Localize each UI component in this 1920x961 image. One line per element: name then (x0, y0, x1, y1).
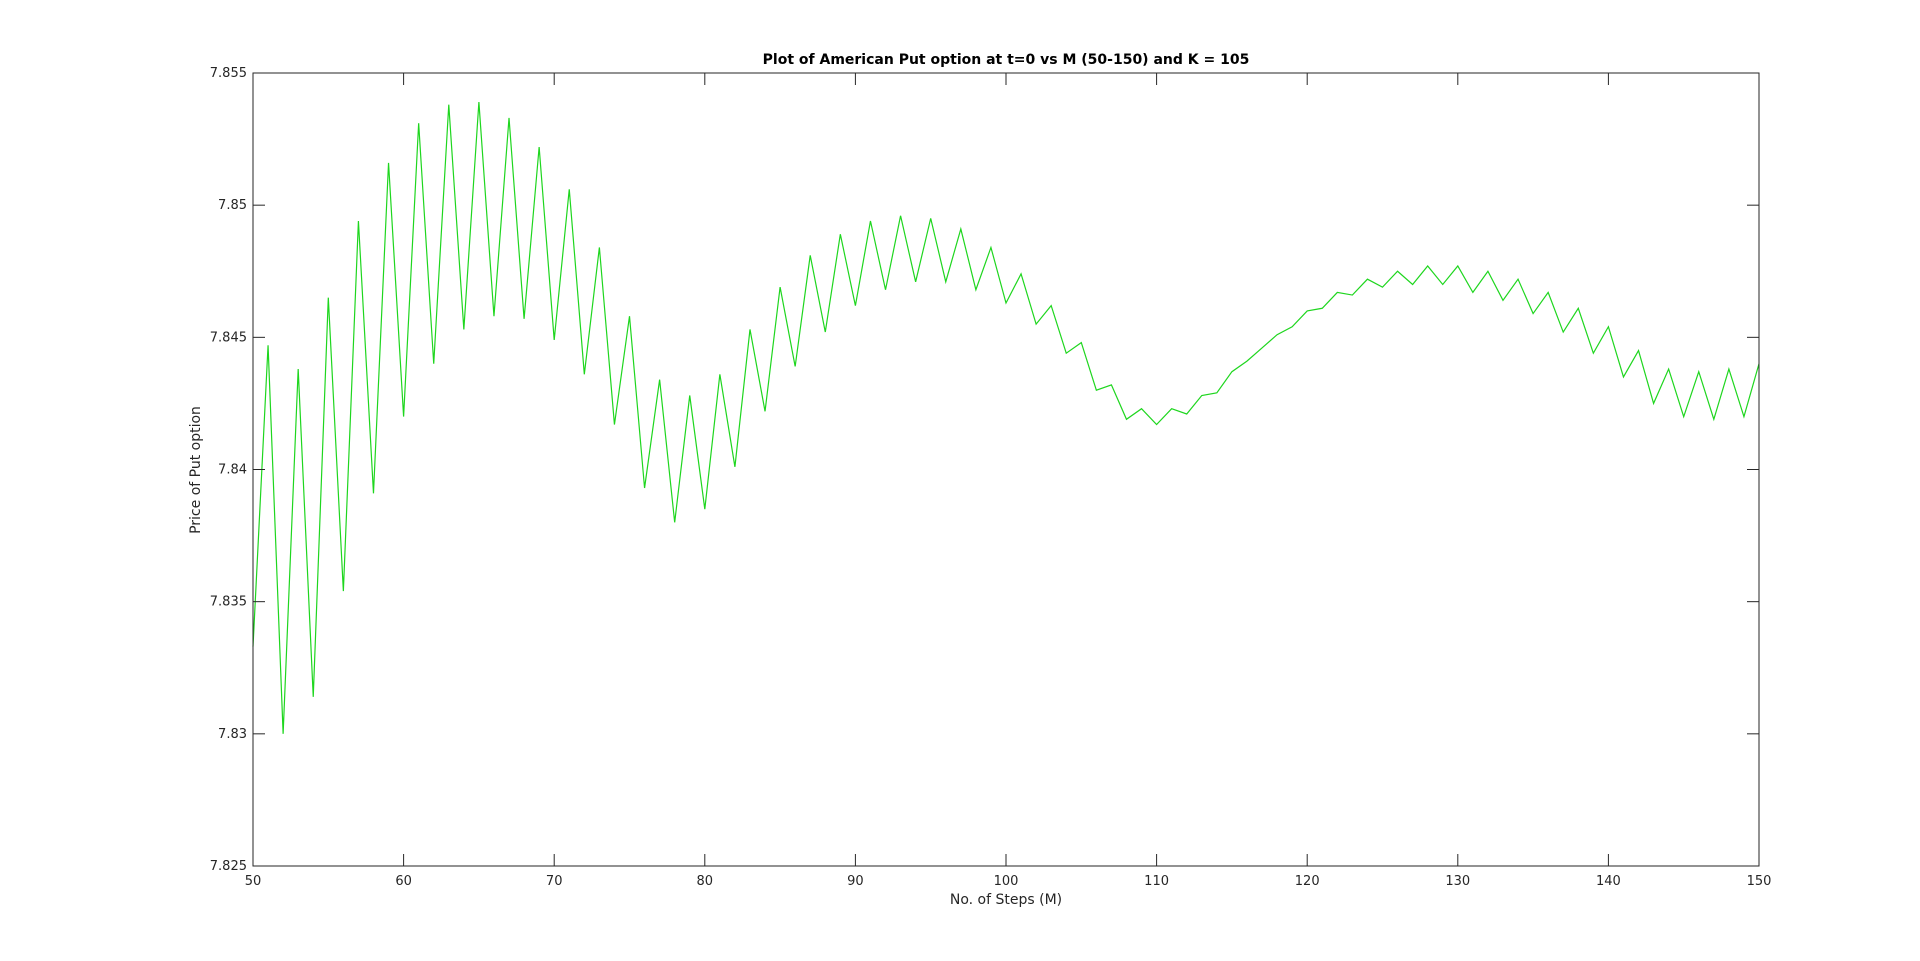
plot-area (253, 73, 1759, 866)
x-tick-label: 50 (245, 874, 262, 889)
x-axis-label: No. of Steps (M) (950, 892, 1062, 908)
x-tick-label: 120 (1295, 874, 1320, 889)
x-tick-labels: 50 60 70 80 90 100 110 120 130 140 150 (245, 874, 1772, 889)
x-tick-label: 70 (546, 874, 563, 889)
y-tick-label: 7.845 (210, 330, 247, 345)
series-line (252, 102, 1760, 734)
y-tick-label: 7.83 (218, 727, 247, 742)
y-tick-label: 7.855 (210, 66, 247, 81)
x-tick-label: 150 (1747, 874, 1772, 889)
y-tick-label: 7.84 (218, 463, 247, 478)
axes-box (252, 72, 1760, 867)
y-tick-labels: 7.825 7.83 7.835 7.84 7.845 7.85 7.855 (210, 66, 247, 874)
chart-title: Plot of American Put option at t=0 vs M … (763, 52, 1250, 68)
y-tick-label: 7.85 (218, 198, 247, 213)
y-tick-label: 7.825 (210, 859, 247, 874)
y-tick-label: 7.835 (210, 595, 247, 610)
x-tick-label: 80 (697, 874, 714, 889)
x-tick-label: 90 (847, 874, 864, 889)
x-tick-label: 100 (994, 874, 1019, 889)
x-tick-label: 110 (1144, 874, 1169, 889)
series-layer (252, 102, 1760, 734)
x-tick-label: 140 (1596, 874, 1621, 889)
x-tick-label: 130 (1445, 874, 1470, 889)
y-axis-label: Price of Put option (188, 406, 204, 534)
x-tick-label: 60 (395, 874, 412, 889)
